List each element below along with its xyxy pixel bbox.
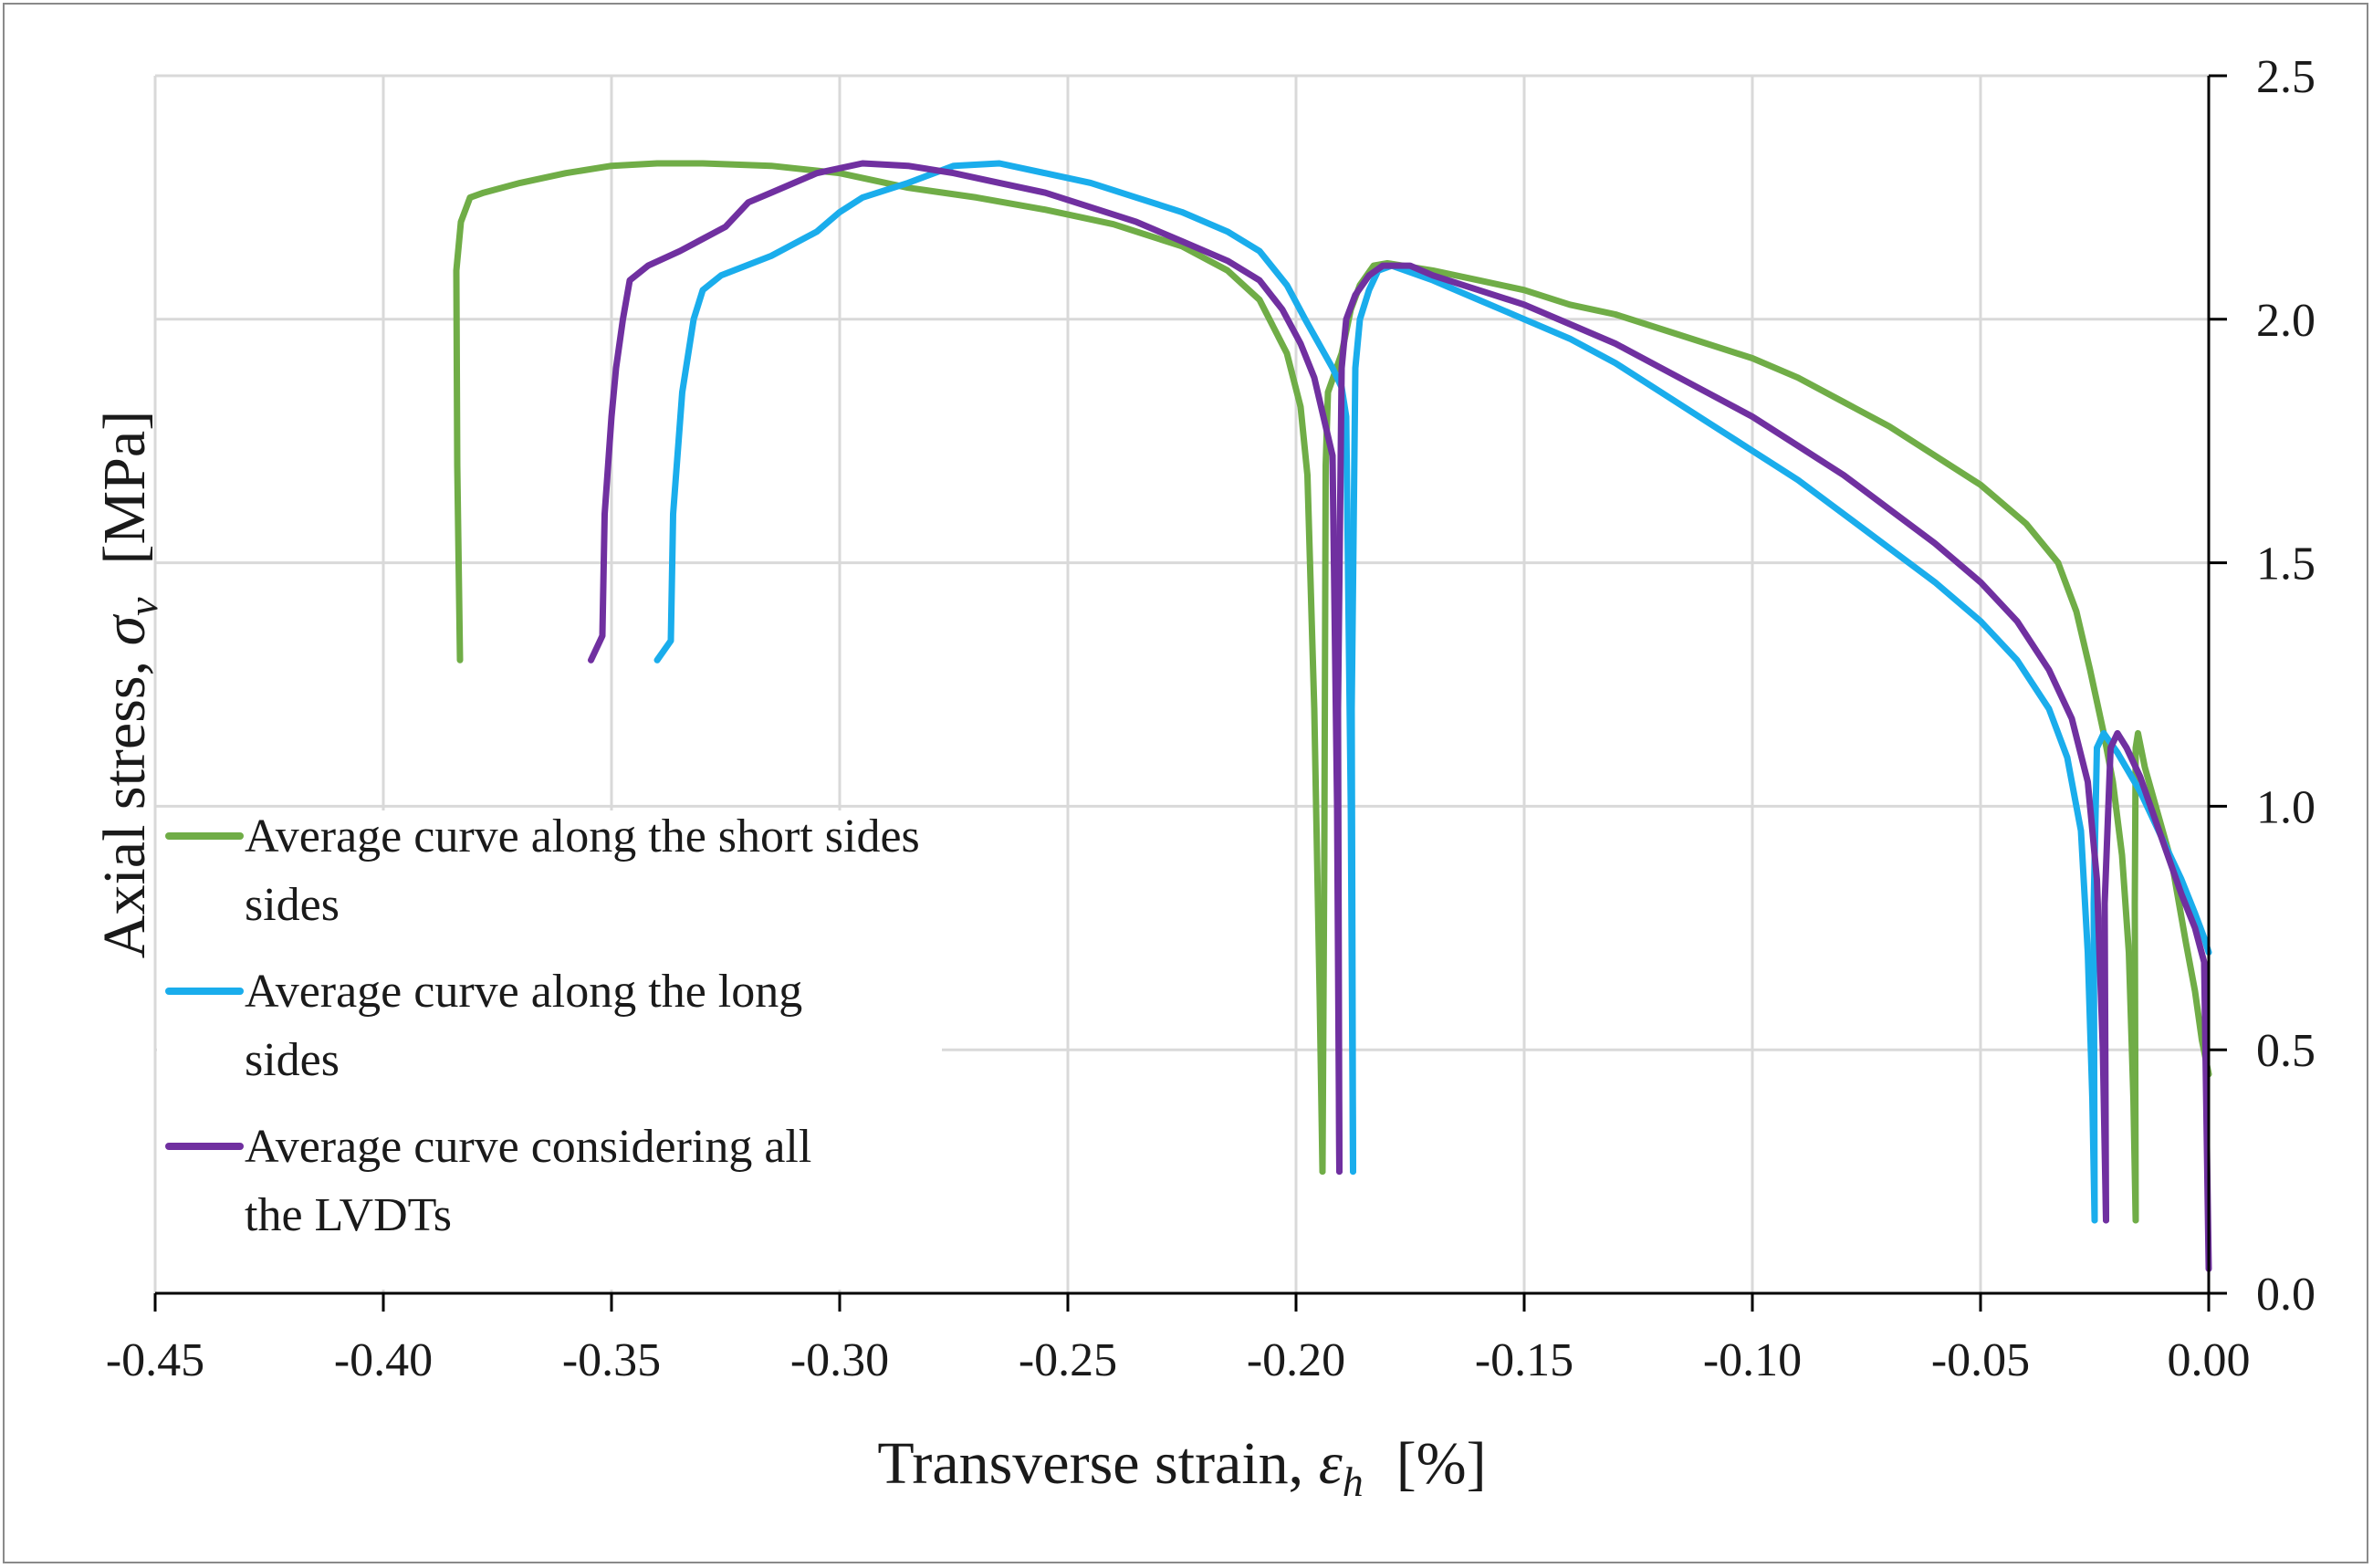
y-tick-label: 0.5 — [2256, 1025, 2316, 1077]
x-tick-label: 0.00 — [2168, 1334, 2251, 1386]
series-group — [453, 160, 2212, 1272]
x-tick-label: -0.40 — [334, 1334, 433, 1386]
legend-label: sides — [245, 1034, 340, 1086]
x-tick-label: -0.10 — [1703, 1334, 1802, 1386]
legend-label: sides — [245, 879, 340, 931]
series-line — [2131, 729, 2212, 1224]
legend-label: Average curve along the long — [245, 966, 802, 1018]
y-tick-label: 2.5 — [2256, 51, 2316, 103]
y-tick-label: 0.0 — [2256, 1269, 2316, 1321]
x-tick-label: -0.20 — [1247, 1334, 1345, 1386]
x-tick-label: -0.15 — [1475, 1334, 1573, 1386]
x-axis-title-prefix: Transverse strain, — [877, 1430, 1318, 1497]
x-tick-label: -0.45 — [106, 1334, 204, 1386]
y-axis-symbol: σ — [91, 613, 158, 645]
legend-label: Average curve along the short sides — [245, 810, 920, 862]
series-2 — [653, 160, 2212, 1224]
series-line — [2101, 729, 2212, 1272]
series-line — [2090, 729, 2212, 1224]
y-axis-title-prefix: Axial stress, — [91, 645, 158, 958]
legend-label: Average curve considering all — [245, 1121, 811, 1173]
legend-label: the LVDTs — [245, 1189, 452, 1241]
series-line — [453, 160, 1326, 1176]
y-tick-label: 2.0 — [2256, 295, 2316, 347]
series-line — [588, 160, 1343, 1176]
series-3 — [588, 160, 2212, 1272]
series-line — [653, 160, 1356, 1176]
x-axis-symbol: ε — [1319, 1430, 1343, 1497]
series-line — [1348, 262, 2098, 1224]
y-tick-label: 1.0 — [2256, 781, 2316, 833]
x-axis-unit: [%] — [1396, 1430, 1487, 1497]
figure-frame — [3, 3, 2368, 1563]
y-axis-unit: [MPa] — [91, 411, 158, 565]
x-axis-title: Transverse strain, εh [%] — [877, 1430, 1486, 1505]
y-tick-label: 1.5 — [2256, 538, 2316, 591]
x-tick-label: -0.05 — [1931, 1334, 2030, 1386]
legend-background — [157, 810, 942, 1290]
x-tick-label: -0.35 — [562, 1334, 661, 1386]
x-tick-label: -0.30 — [790, 1334, 889, 1386]
x-tick-label: -0.25 — [1019, 1334, 1117, 1386]
x-axis-subscript: h — [1343, 1458, 1364, 1505]
y-axis-title: Axial stress, σv [MPa] — [91, 411, 166, 958]
y-axis-subscript: v — [120, 597, 166, 616]
series-line — [1334, 262, 2109, 1224]
axes: -0.45 -0.40 -0.35 -0.30 -0.25 -0.20 -0.15 -0.10… — [106, 51, 2316, 1386]
legend: Average curve along the short sides sides… — [165, 810, 920, 1241]
